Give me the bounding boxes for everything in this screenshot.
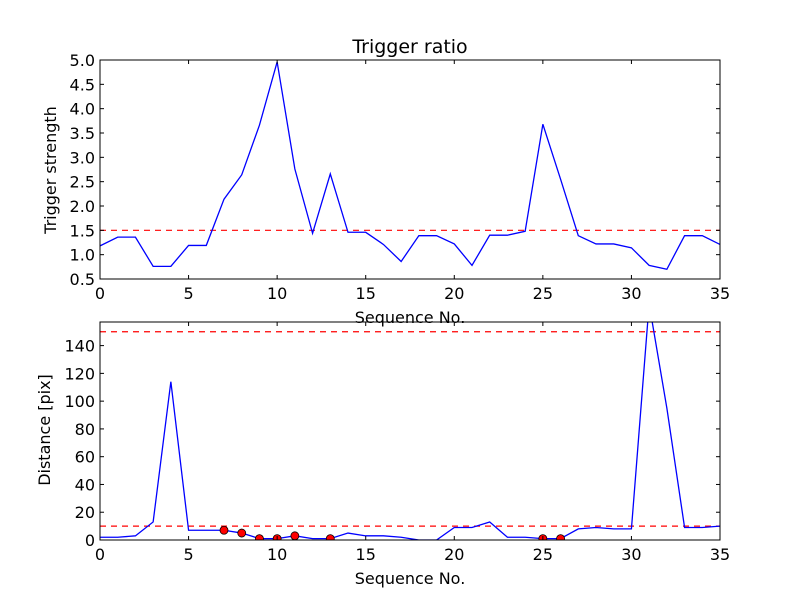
x-tick-label: 30	[621, 545, 641, 564]
y-axis-label: Distance [pix]	[35, 374, 54, 486]
x-tick-label: 0	[95, 284, 105, 303]
x-tick-label: 10	[267, 284, 287, 303]
trigger-plot-area: 0 5 10 15 20 25 30 35 0.5 1.0 1.5 2.0 2.5 3.0 3.5 4.0 4.…	[70, 51, 731, 303]
x-tick-label: 25	[533, 284, 553, 303]
y-tick-label: 20	[75, 503, 95, 522]
y-tick-label: 5.0	[70, 51, 95, 70]
x-tick-label: 25	[533, 545, 553, 564]
y-tick-label: 4.0	[70, 100, 95, 119]
data-point-marker	[255, 534, 264, 540]
distance-chart: 0 5 10 15 20 25 30 35 0 20 40 60 80 100 120 140 Sequenc…	[35, 321, 730, 588]
x-tick-label: 5	[183, 545, 193, 564]
x-axis-label: Sequence No.	[355, 569, 466, 588]
y-tick-label: 120	[64, 364, 95, 383]
data-point-marker	[556, 534, 565, 540]
trigger-ratio-chart: Trigger ratio 0 5 10 15 20 25 30 35 0.5 1.0 1.5 2.0…	[41, 36, 730, 327]
chart-title: Trigger ratio	[351, 36, 467, 58]
y-tick-label: 40	[75, 475, 95, 494]
x-tick-label: 20	[444, 284, 464, 303]
data-point-marker	[290, 531, 300, 540]
plot-frame	[99, 59, 721, 280]
x-tick-label: 10	[267, 545, 287, 564]
y-tick-label: 60	[75, 448, 95, 467]
data-point-marker	[219, 525, 229, 535]
y-tick-label: 3.0	[70, 148, 95, 167]
x-axis-label: Sequence No.	[355, 308, 466, 327]
distance-plot-area: 0 5 10 15 20 25 30 35 0 20 40 60 80 100 120 140	[64, 321, 730, 564]
y-tick-label: 0	[85, 531, 95, 550]
y-tick-label: 140	[64, 337, 95, 356]
data-point-marker	[237, 528, 247, 538]
y-tick-label: 3.5	[70, 124, 95, 143]
y-tick-label: 2.5	[70, 173, 95, 192]
x-tick-label: 0	[95, 545, 105, 564]
y-tick-label: 1.0	[70, 246, 95, 265]
y-tick-label: 80	[75, 420, 95, 439]
x-tick-label: 5	[183, 284, 193, 303]
y-tick-label: 100	[64, 392, 95, 411]
x-tick-label: 35	[710, 545, 730, 564]
y-tick-label: 0.5	[70, 270, 95, 289]
series-line	[100, 61, 720, 271]
y-axis-label: Trigger strength	[41, 106, 60, 235]
x-tick-label: 15	[356, 284, 376, 303]
series-line	[100, 322, 720, 540]
y-tick-label: 2.0	[70, 197, 95, 216]
x-tick-label: 15	[356, 545, 376, 564]
plot-frame	[99, 321, 721, 541]
y-tick-label: 4.5	[70, 75, 95, 94]
y-tick-label: 1.5	[70, 221, 95, 240]
data-point-marker	[325, 534, 335, 540]
x-tick-label: 20	[444, 545, 464, 564]
x-tick-label: 30	[621, 284, 641, 303]
x-tick-label: 35	[710, 284, 730, 303]
